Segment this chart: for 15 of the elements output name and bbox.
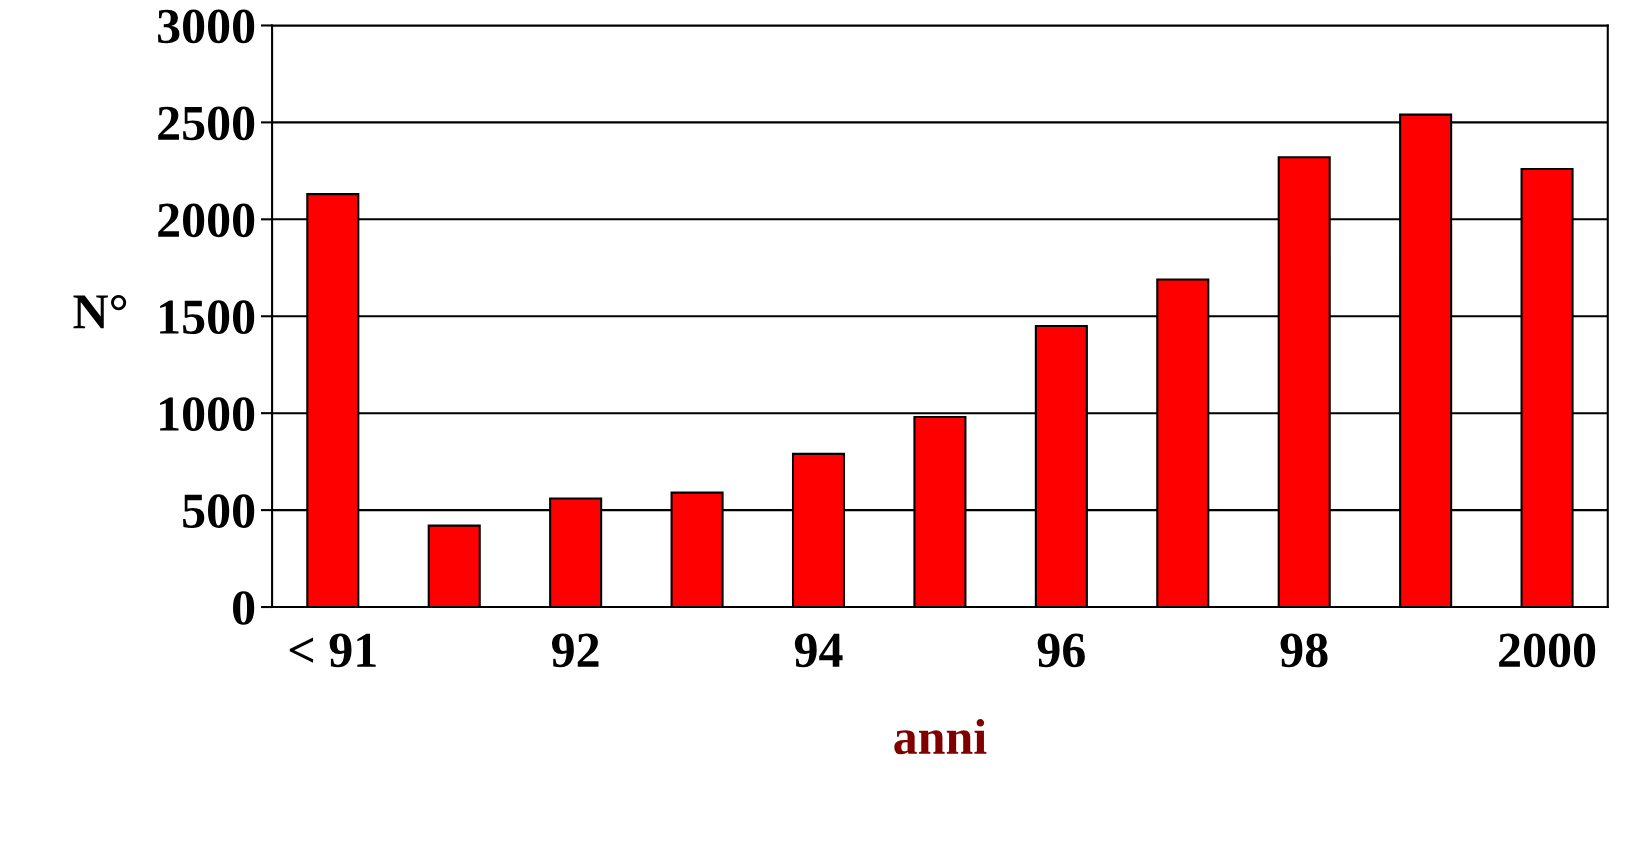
x-tick-label: 96 [1037, 633, 1085, 668]
x-tick-label: 94 [794, 633, 843, 668]
x-tick-label: 2000 [1499, 633, 1596, 668]
y-tick-label: 3000 [158, 9, 255, 44]
y-tick-label: 2000 [158, 203, 255, 238]
x-axis-title: anni [894, 719, 987, 755]
x-tick-label: < 91 [289, 633, 376, 668]
y-tick-label: 1500 [160, 300, 255, 335]
x-tick-label: 92 [552, 633, 599, 668]
y-axis-title: N° [73, 295, 127, 329]
y-tick-label: 1000 [160, 397, 255, 432]
x-tick-label: 98 [1280, 633, 1328, 668]
y-tick-label: 0 [233, 591, 255, 625]
y-tick-label: 500 [183, 494, 255, 528]
y-tick-label: 2500 [158, 106, 255, 141]
